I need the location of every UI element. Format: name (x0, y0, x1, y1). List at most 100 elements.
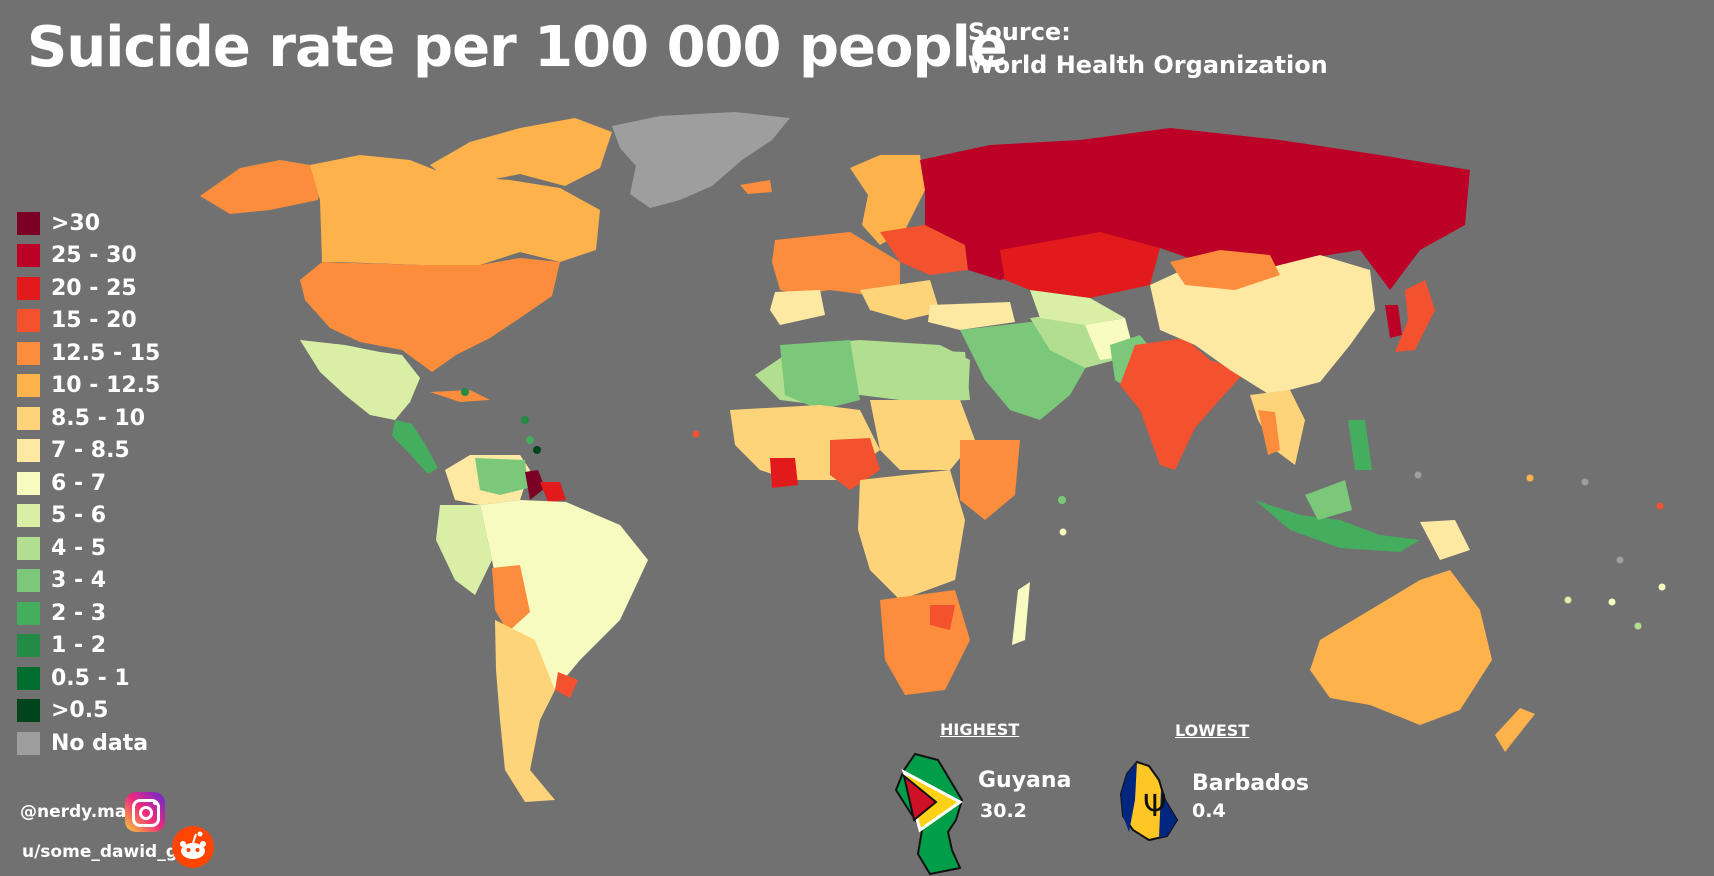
legend-label: >30 (51, 210, 101, 236)
australia (1310, 570, 1492, 725)
southern-africa (880, 590, 970, 695)
island-marker (526, 436, 534, 444)
legend-row: 4 - 5 (17, 532, 160, 565)
legend-row: 5 - 6 (17, 500, 160, 533)
legend-row: 3 - 4 (17, 565, 160, 598)
legend-label: 12.5 - 15 (51, 340, 161, 366)
source-name: World Health Organization (968, 51, 1328, 79)
legend-swatch (17, 699, 40, 723)
island-marker (1059, 528, 1067, 536)
legend-label: 8.5 - 10 (51, 405, 146, 431)
legend-swatch (17, 406, 40, 430)
algeria (780, 340, 860, 410)
japan (1395, 280, 1435, 352)
island-marker (1608, 598, 1616, 606)
legend-row: 6 - 7 (17, 467, 160, 500)
reddit-icon (172, 826, 214, 868)
barbados-flag-icon: Ψ (1119, 760, 1179, 842)
southeast-asia (1250, 390, 1305, 465)
ivory-coast (770, 458, 798, 488)
balkans (860, 280, 940, 320)
alaska (200, 160, 322, 214)
legend-row: 20 - 25 (17, 272, 160, 305)
island-marker (1414, 471, 1422, 479)
lowest-value: 0.4 (1192, 800, 1226, 822)
legend-swatch (17, 309, 40, 333)
legend-swatch (17, 244, 40, 268)
legend-row: >30 (17, 207, 160, 240)
central-america (392, 420, 438, 474)
island-marker (461, 388, 469, 396)
source-label: Source: (968, 18, 1071, 46)
highest-country: Guyana (978, 768, 1072, 793)
island-marker (521, 416, 529, 424)
legend: >30 25 - 30 20 - 25 15 - 20 12.5 - 15 10… (17, 207, 160, 760)
legend-swatch (17, 276, 40, 300)
cuba (430, 390, 490, 402)
highest-heading: HIGHEST (940, 720, 1020, 739)
instagram-handle: @nerdy.maps (20, 802, 149, 822)
legend-row: >0.5 (17, 695, 160, 728)
indonesia (1255, 500, 1420, 552)
legend-row: 8.5 - 10 (17, 402, 160, 435)
legend-row: No data (17, 727, 160, 760)
chad-sudan (870, 400, 975, 470)
kazakhstan (1000, 232, 1160, 298)
legend-swatch (17, 374, 40, 398)
zimbabwe (930, 605, 955, 630)
thailand (1258, 410, 1280, 455)
uruguay (555, 672, 578, 698)
central-africa (858, 470, 965, 600)
legend-row: 7 - 8.5 (17, 435, 160, 468)
island-marker (1581, 478, 1589, 486)
legend-swatch (17, 666, 40, 690)
legend-row: 25 - 30 (17, 240, 160, 273)
usa (300, 258, 560, 372)
legend-label: 6 - 7 (51, 470, 107, 496)
legend-swatch (17, 504, 40, 528)
philippines (1348, 420, 1372, 470)
mexico (300, 340, 420, 420)
india (1120, 338, 1245, 470)
venezuela (475, 458, 528, 495)
legend-swatch (17, 439, 40, 463)
instagram-icon (125, 792, 165, 832)
legend-row: 0.5 - 1 (17, 662, 160, 695)
lowest-heading: LOWEST (1175, 721, 1250, 740)
legend-swatch (17, 471, 40, 495)
legend-label: 1 - 2 (51, 633, 107, 659)
island-marker (533, 446, 541, 454)
svg-text:Ψ: Ψ (1143, 789, 1167, 824)
china (1150, 255, 1375, 395)
lowest-country: Barbados (1192, 771, 1310, 796)
papua (1420, 520, 1470, 560)
legend-row: 2 - 3 (17, 597, 160, 630)
guyana-flag-icon (894, 752, 964, 876)
legend-swatch (17, 731, 40, 755)
source-note: Source: World Health Organization (968, 16, 1328, 82)
legend-label: 0.5 - 1 (51, 665, 130, 691)
highest-value: 30.2 (980, 800, 1027, 822)
western-europe (772, 232, 900, 295)
legend-label: 5 - 6 (51, 503, 107, 529)
legend-swatch (17, 211, 40, 235)
legend-label: No data (51, 730, 149, 756)
peru-ecuador (436, 505, 492, 595)
island-marker (1616, 556, 1624, 564)
legend-label: 20 - 25 (51, 275, 137, 301)
map-title: Suicide rate per 100 000 people (27, 15, 1008, 80)
legend-swatch (17, 569, 40, 593)
island-marker (1564, 596, 1572, 604)
central-asia (1030, 290, 1125, 325)
legend-label: 4 - 5 (51, 535, 107, 561)
egypt (920, 350, 970, 402)
island-marker (1058, 496, 1066, 504)
island-marker (1656, 502, 1664, 510)
argentina-chile (495, 620, 555, 802)
east-africa (960, 440, 1020, 520)
canada (310, 155, 600, 265)
legend-row: 10 - 12.5 (17, 370, 160, 403)
legend-swatch (17, 341, 40, 365)
canadian-arctic (430, 118, 612, 186)
greenland (612, 112, 790, 208)
